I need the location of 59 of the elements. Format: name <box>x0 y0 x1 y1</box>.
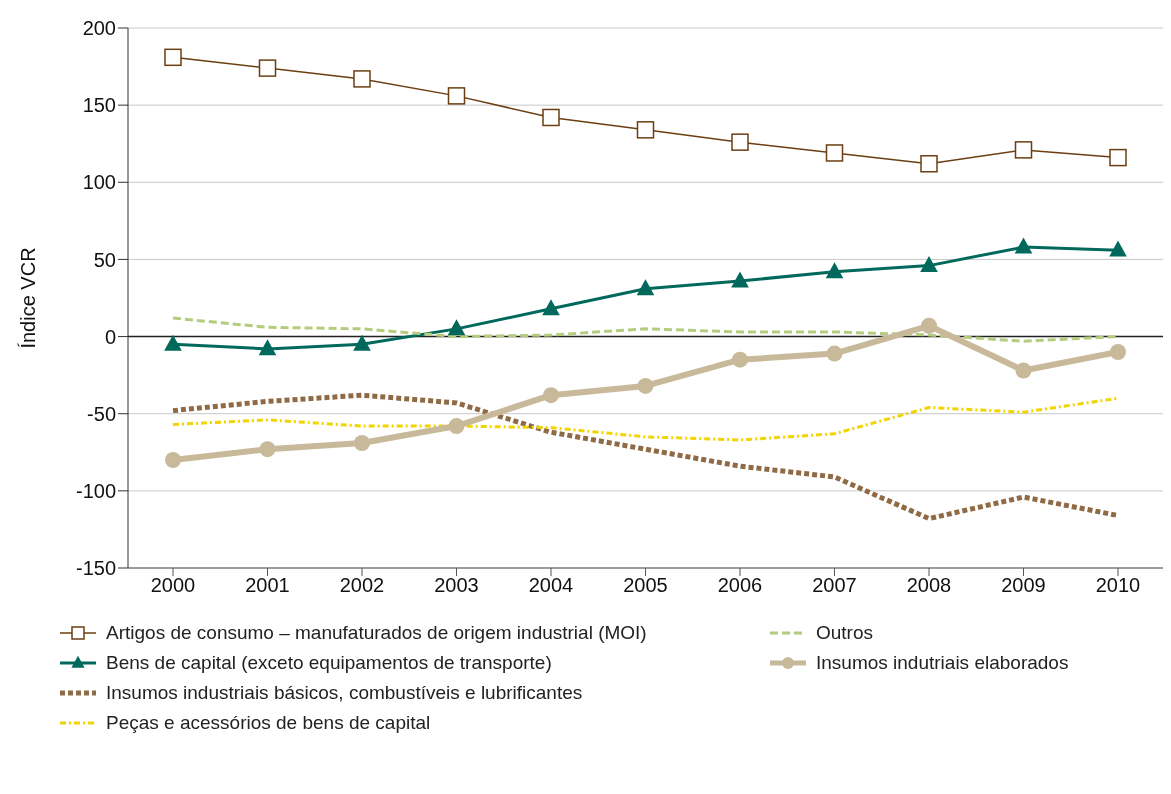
point <box>447 87 466 105</box>
point <box>448 418 465 435</box>
y-axis-title: Índice VCR <box>17 247 40 349</box>
legend-label: Peças e acessórios de bens de capital <box>106 712 431 734</box>
point <box>825 262 844 279</box>
point <box>354 435 370 452</box>
point <box>353 70 371 88</box>
point <box>826 345 843 362</box>
x-tick-label: 2000 <box>150 574 196 597</box>
point <box>636 279 655 296</box>
x-tick-label: 2005 <box>623 574 668 597</box>
point <box>731 271 749 288</box>
point <box>732 351 748 368</box>
x-tick-label: 2009 <box>1001 574 1046 597</box>
point <box>258 59 277 77</box>
point <box>447 319 466 336</box>
point <box>920 256 938 272</box>
y-tick-label: -50 <box>87 402 116 425</box>
point <box>731 133 749 151</box>
y-tick-label: 50 <box>93 248 116 271</box>
y-tick-label: -150 <box>75 557 116 580</box>
legend-label: Insumos indutriais elaborados <box>816 652 1069 674</box>
y-tick-label: 100 <box>82 171 116 194</box>
point <box>1109 148 1127 167</box>
point <box>164 334 182 351</box>
point <box>1110 344 1126 360</box>
point <box>543 387 559 404</box>
point <box>259 441 276 458</box>
point <box>542 299 560 316</box>
point <box>920 155 938 173</box>
x-tick-label: 2001 <box>245 574 290 597</box>
point <box>164 48 182 67</box>
y-tick-label: 150 <box>82 94 116 117</box>
legend-label: Artigos de consumo – manufaturados de origem industrial (MOI) <box>106 622 647 644</box>
point <box>1014 237 1033 254</box>
point <box>1015 362 1032 379</box>
point <box>1014 141 1033 159</box>
x-tick-label: 2003 <box>434 574 479 597</box>
point <box>637 377 654 394</box>
x-tick-label: 2004 <box>528 574 574 597</box>
point <box>921 317 937 334</box>
point <box>353 334 371 351</box>
x-tick-label: 2002 <box>339 574 385 597</box>
point <box>165 452 181 468</box>
legend-label: Outros <box>816 622 874 644</box>
point <box>542 108 560 127</box>
legend-label: Insumos industriais básicos, combustíveis e lubrificantes <box>106 682 583 704</box>
legend-label: Bens de capital (exceto equipamentos de transporte) <box>106 652 552 674</box>
x-tick-label: 2006 <box>717 574 763 597</box>
y-tick-label: 0 <box>104 325 116 348</box>
point <box>1109 240 1127 257</box>
point <box>636 121 655 139</box>
x-tick-label: 2010 <box>1095 574 1141 597</box>
y-tick-label: -100 <box>75 479 116 502</box>
y-tick-label: 200 <box>82 17 116 40</box>
point <box>825 144 844 162</box>
x-tick-label: 2008 <box>906 574 952 597</box>
point <box>258 339 277 356</box>
x-tick-label: 2007 <box>812 574 857 597</box>
